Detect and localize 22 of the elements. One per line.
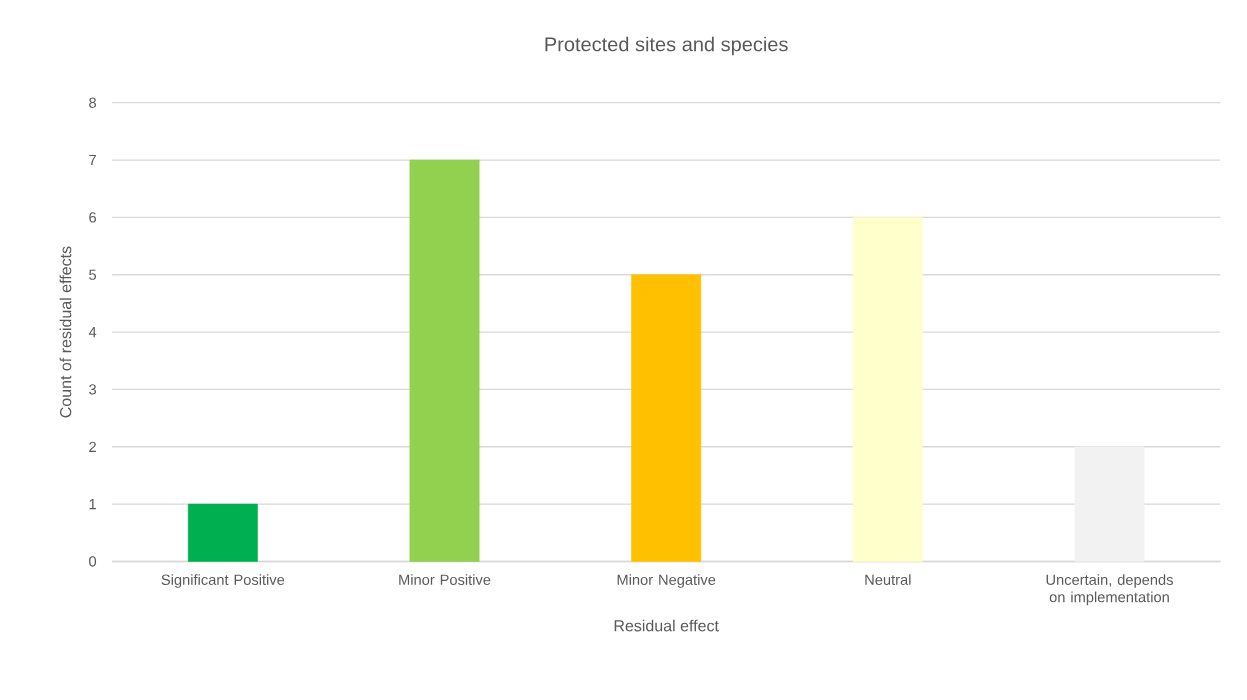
x-tick-label: Neutral — [865, 574, 911, 585]
x-tick-label: Significant Positive — [161, 574, 285, 588]
x-tick-label: Uncertain, depends on implementation — [1046, 574, 1173, 606]
y-tick-label: 7 — [89, 154, 96, 166]
y-tick-label: 4 — [88, 326, 97, 338]
chart-title: Protected sites and species — [545, 36, 788, 56]
x-tick-label: Minor Positive — [399, 574, 491, 585]
y-axis-title: Count of residual effects — [59, 246, 72, 418]
bar — [852, 217, 923, 562]
y-tick-label: 5 — [89, 269, 97, 280]
bar — [1074, 446, 1145, 562]
y-tick-label: 0 — [89, 556, 97, 567]
y-tick-label: 3 — [89, 384, 97, 395]
bar — [187, 503, 258, 562]
x-axis-title: Residual effect — [614, 619, 719, 632]
y-tick-label: 8 — [89, 97, 97, 108]
y-tick-label: 1 — [89, 499, 96, 510]
y-tick-label: 2 — [89, 441, 96, 452]
x-tick-label: Minor Negative — [617, 574, 716, 588]
bar — [631, 274, 702, 562]
y-tick-label: 6 — [89, 212, 97, 223]
bar — [409, 159, 480, 562]
